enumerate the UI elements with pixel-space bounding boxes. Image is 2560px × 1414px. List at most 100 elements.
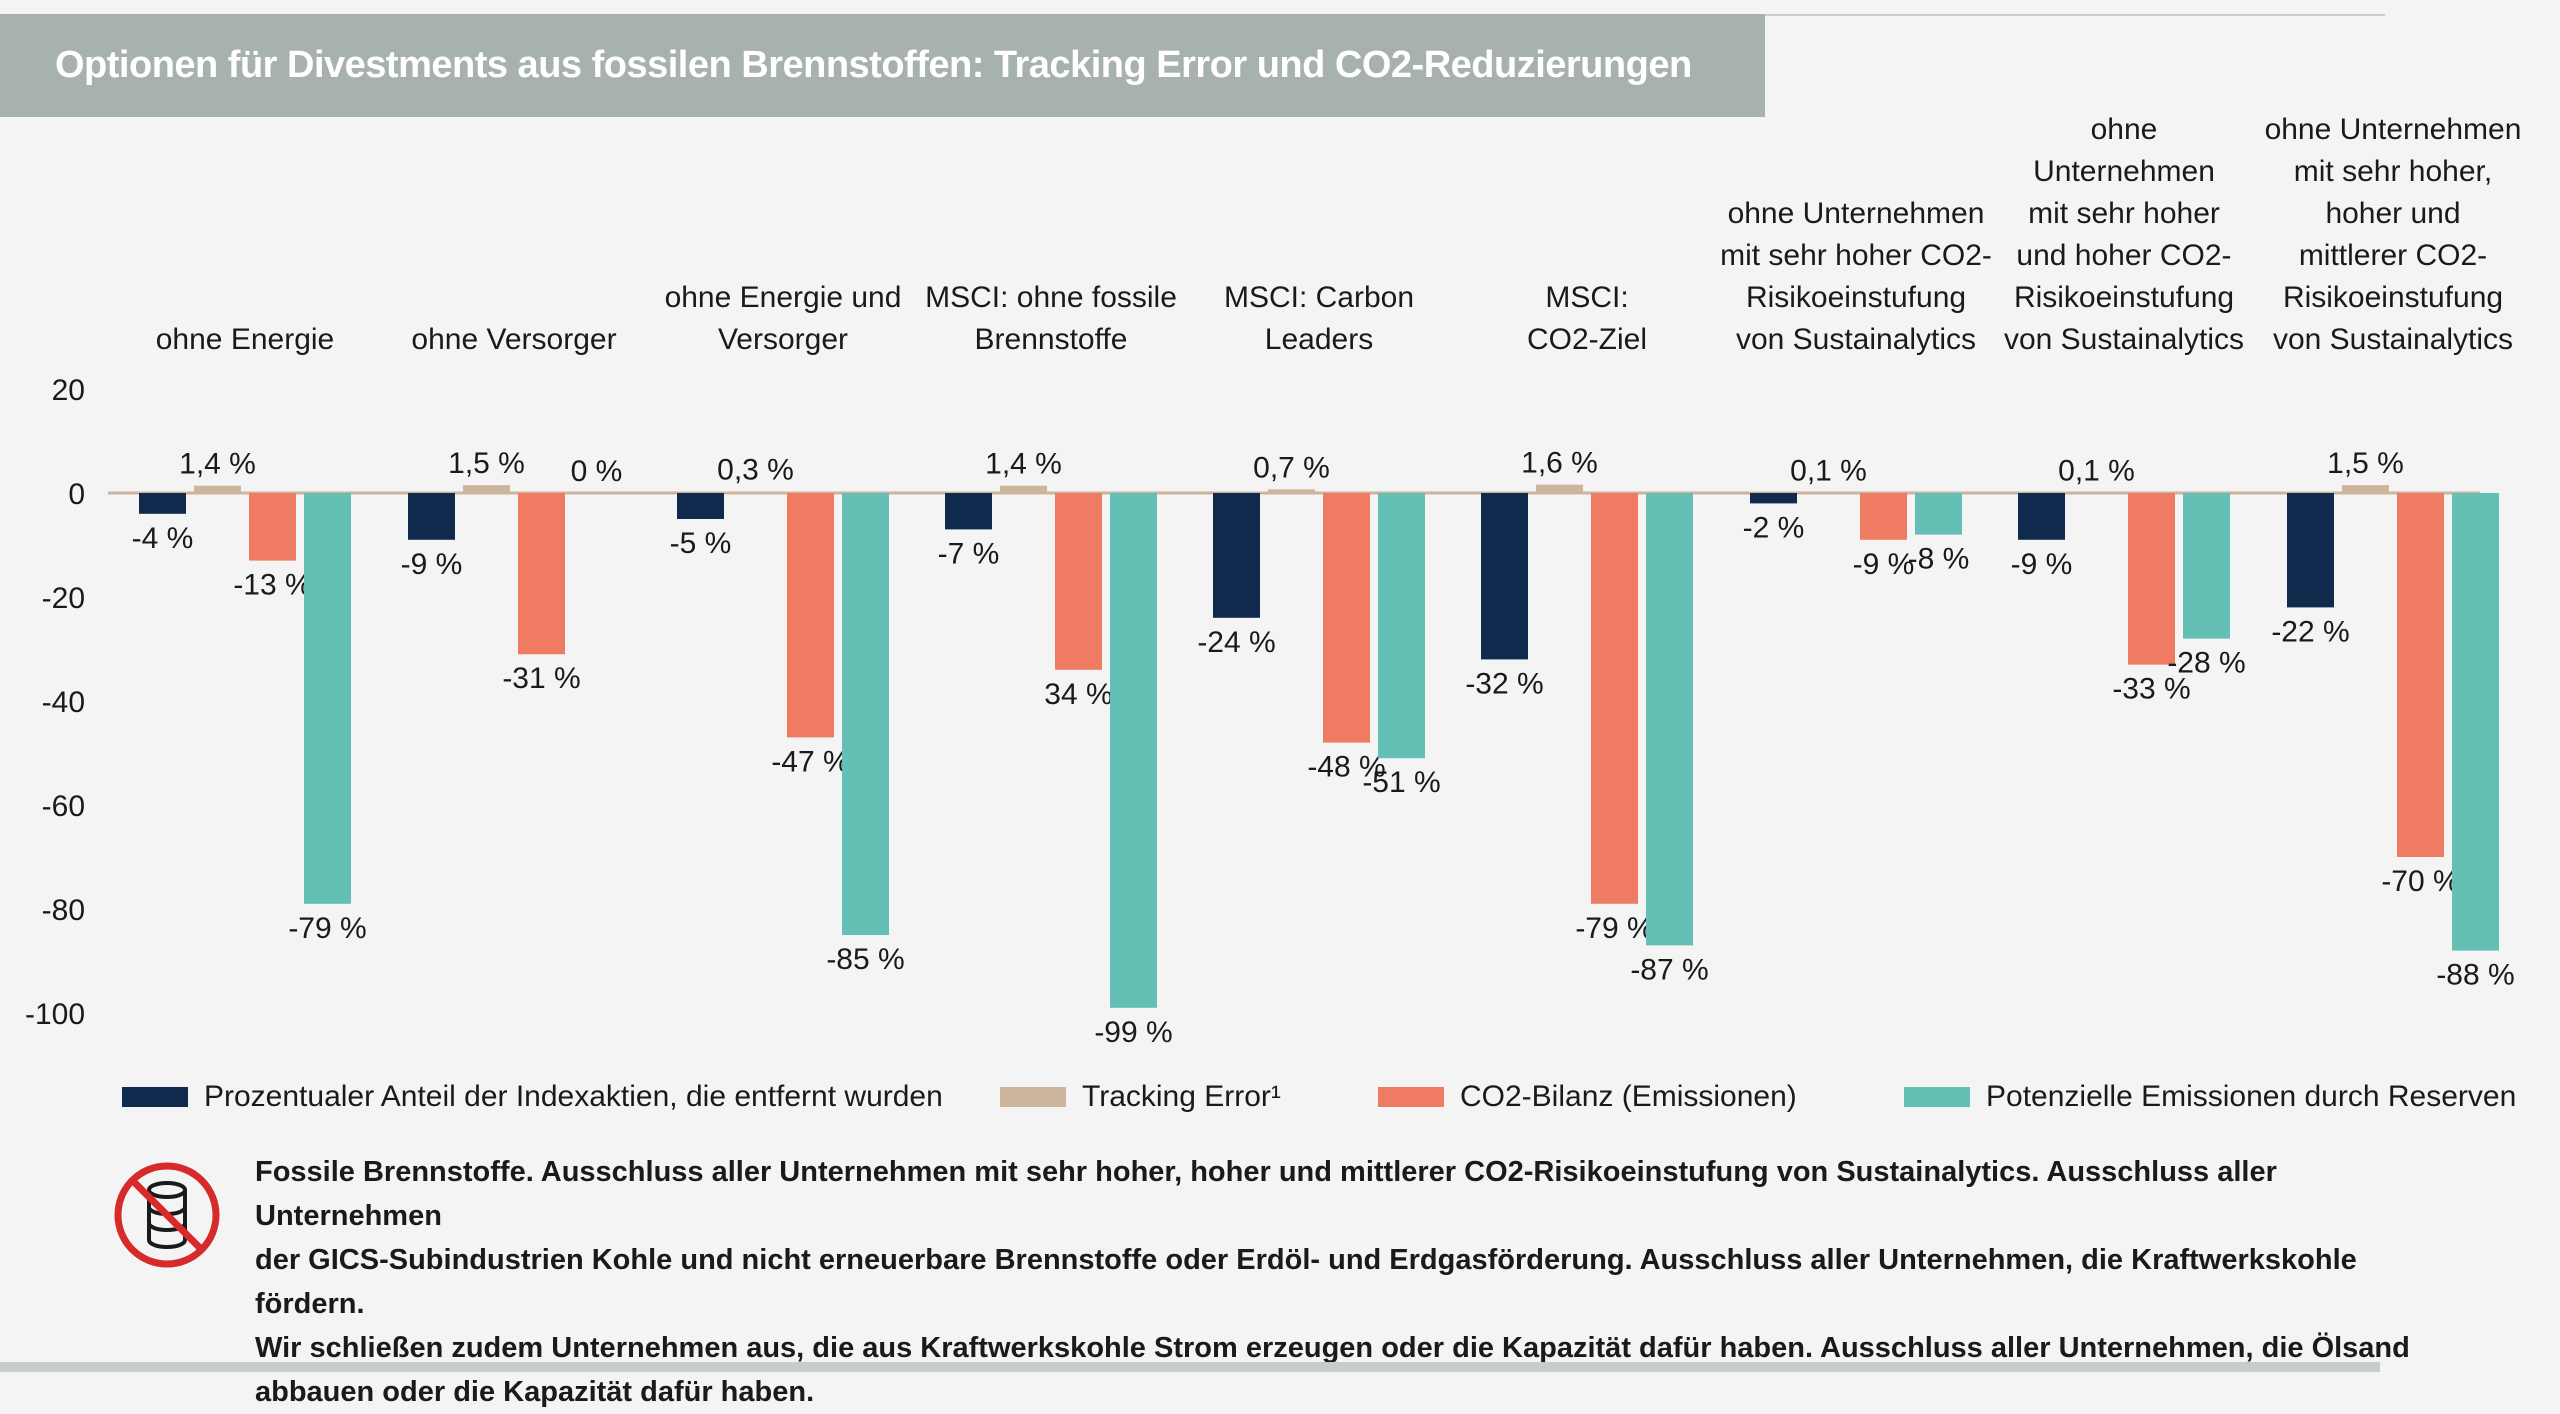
bar	[518, 493, 565, 655]
data-label: -28 %	[2167, 647, 2245, 680]
legend-label-co2: CO2-Bilanz (Emissionen)	[1460, 1080, 1797, 1113]
category-label: Risikoeinstufung	[2014, 281, 2234, 314]
legend-item-co2: CO2-Bilanz (Emissionen)	[1378, 1077, 1797, 1117]
category-label: ohne Unternehmen	[1728, 197, 1985, 230]
y-tick-label: 20	[52, 374, 85, 407]
bar	[1000, 485, 1047, 493]
bar	[1750, 493, 1797, 504]
data-label: -4 %	[132, 522, 194, 555]
bar	[408, 493, 455, 540]
bar	[1860, 493, 1907, 540]
bar	[1323, 493, 1370, 743]
bar	[2342, 485, 2389, 493]
legend-item-reserves: Potenzielle Emissionen durch Reserven	[1904, 1077, 2516, 1117]
legend-label-removed: Prozentualer Anteil der Indexaktien, die…	[204, 1080, 943, 1113]
category-label: mit sehr hoher CO2-	[1720, 239, 1992, 272]
data-label: -22 %	[2271, 615, 2349, 648]
category-label: CO2-Ziel	[1527, 323, 1647, 356]
bar	[249, 493, 296, 561]
bar	[1805, 492, 1852, 493]
legend-item-removed: Prozentualer Anteil der Indexaktien, die…	[122, 1077, 943, 1117]
footnote-text: Fossile Brennstoffe. Ausschluss aller Un…	[255, 1150, 2455, 1414]
footnote-line: abbauen oder die Kapazität dafür haben.	[255, 1376, 815, 1408]
category-label: ohne Energie und	[665, 281, 902, 314]
y-tick-label: -100	[25, 998, 85, 1031]
bar	[1268, 489, 1315, 493]
y-tick-label: -40	[42, 686, 85, 719]
data-label: 0,3 %	[717, 453, 794, 486]
data-label: -32 %	[1465, 667, 1543, 700]
data-label: -79 %	[1575, 912, 1653, 945]
category-label: ohne Versorger	[411, 323, 616, 356]
legend-swatch-tracking	[1000, 1087, 1066, 1107]
data-label: -2 %	[1743, 511, 1805, 544]
data-label: 0,1 %	[2058, 454, 2135, 487]
bar	[1915, 493, 1962, 535]
bar	[2287, 493, 2334, 608]
data-label: -8 %	[1908, 543, 1970, 576]
data-label: -87 %	[1630, 953, 1708, 986]
data-label: 34 %	[1044, 678, 1112, 711]
category-label: Leaders	[1265, 323, 1373, 356]
data-label: -13 %	[233, 569, 311, 602]
category-label: MSCI:	[1545, 281, 1628, 314]
category-label: und hoher CO2-	[2016, 239, 2231, 272]
category-label: von Sustainalytics	[2004, 323, 2244, 356]
category-label: ohne Unternehmen	[2265, 113, 2522, 146]
bar	[945, 493, 992, 530]
data-label: -48 %	[1307, 751, 1385, 784]
legend-item-tracking: Tracking Error¹	[1000, 1077, 1281, 1117]
bar	[1591, 493, 1638, 904]
data-label: -24 %	[1197, 626, 1275, 659]
bar	[1213, 493, 1260, 618]
bar	[463, 485, 510, 493]
category-label: von Sustainalytics	[1736, 323, 1976, 356]
data-label: 1,5 %	[448, 447, 525, 480]
bar	[2128, 493, 2175, 665]
data-label: -9 %	[401, 548, 463, 581]
category-label: von Sustainalytics	[2273, 323, 2513, 356]
data-label: -85 %	[826, 943, 904, 976]
category-label: MSCI: Carbon	[1224, 281, 1414, 314]
legend-swatch-removed	[122, 1087, 188, 1107]
data-label: -31 %	[502, 662, 580, 695]
bar	[732, 491, 779, 493]
legend-label-tracking: Tracking Error¹	[1082, 1080, 1281, 1113]
bar	[139, 493, 186, 514]
y-tick-label: 0	[68, 478, 85, 511]
no-fossil-fuel-barrel-icon	[114, 1162, 220, 1268]
footnote-line: Wir schließen zudem Unternehmen aus, die…	[255, 1332, 2410, 1364]
data-label: 1,6 %	[1521, 447, 1598, 480]
data-label: 1,4 %	[179, 448, 256, 481]
data-label: -99 %	[1094, 1016, 1172, 1049]
bar	[2397, 493, 2444, 857]
category-label: Versorger	[718, 323, 848, 356]
data-label: 0 %	[571, 455, 623, 488]
bar	[842, 493, 889, 935]
bar	[2073, 492, 2120, 493]
category-label: ohne	[2091, 113, 2158, 146]
data-label: -88 %	[2436, 959, 2514, 992]
category-label: Unternehmen	[2033, 155, 2215, 188]
data-label: 0,1 %	[1790, 454, 1867, 487]
data-label: 1,5 %	[2327, 447, 2404, 480]
y-tick-label: -20	[42, 582, 85, 615]
footnote-line: Fossile Brennstoffe. Ausschluss aller Un…	[255, 1156, 2277, 1232]
category-label: mittlerer CO2-	[2299, 239, 2487, 272]
bar	[2018, 493, 2065, 540]
bar	[1378, 493, 1425, 759]
category-label: mit sehr hoher	[2028, 197, 2220, 230]
data-label: -70 %	[2381, 865, 2459, 898]
data-label: -5 %	[670, 527, 732, 560]
bar	[304, 493, 351, 904]
category-label: Risikoeinstufung	[1746, 281, 1966, 314]
category-label: MSCI: ohne fossile	[925, 281, 1177, 314]
y-tick-label: -60	[42, 790, 85, 823]
y-tick-label: -80	[42, 894, 85, 927]
bar	[1055, 493, 1102, 670]
category-label: Brennstoffe	[975, 323, 1128, 356]
legend-label-reserves: Potenzielle Emissionen durch Reserven	[1986, 1080, 2517, 1113]
data-label: 1,4 %	[985, 448, 1062, 481]
bottom-rule	[0, 1362, 2380, 1372]
bar	[2183, 493, 2230, 639]
